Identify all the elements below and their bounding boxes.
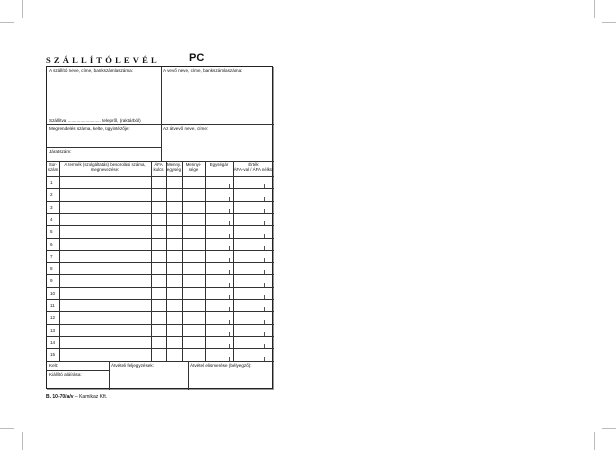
row-number: 13 bbox=[50, 327, 56, 333]
row-number: 12 bbox=[50, 315, 56, 321]
receiver-label: Az átvevő neve, címe: bbox=[163, 126, 209, 131]
row-number: 3 bbox=[50, 204, 53, 210]
column-header: Sor- szám bbox=[47, 162, 59, 172]
column-header: Menny. egység bbox=[166, 162, 182, 172]
row-number: 6 bbox=[50, 241, 53, 247]
row-number: 2 bbox=[50, 192, 53, 198]
column-header: A termék (szolgáltatás) besorolási száma… bbox=[64, 162, 146, 172]
issuer-label: Kiállító aláírása: bbox=[49, 372, 82, 377]
column-header: Érték ÁFA-val / ÁFA nélkül bbox=[233, 162, 274, 172]
acknowledge-label: Átvétel elismerése (bélyegző): bbox=[190, 363, 252, 368]
supplier-label: A szállító neve, címe, bankszámlaszáma: bbox=[49, 68, 133, 73]
order-label: Megrendelés száma, kelte, ügyintézője: bbox=[49, 126, 130, 131]
delivery-label: Szállítva .......................... tel… bbox=[49, 118, 141, 123]
column-header: Mennyi- sége bbox=[185, 162, 202, 172]
buyer-label: A vevő neve, címe, bankszámlaszáma: bbox=[163, 68, 243, 73]
row-number: 9 bbox=[50, 278, 53, 284]
document-title: SZÁLLÍTÓLEVÉL bbox=[46, 55, 160, 65]
row-number: 1 bbox=[50, 180, 53, 185]
row-number: 7 bbox=[50, 253, 53, 259]
column-header: ÁFA kulcs bbox=[153, 162, 164, 172]
date-label: Kelt: bbox=[49, 363, 59, 368]
row-number: 10 bbox=[50, 290, 56, 296]
notes-label: Átvételi feljegyzések: bbox=[111, 363, 154, 368]
route-label: Járatszám: bbox=[49, 149, 72, 154]
row-number: 8 bbox=[50, 266, 53, 272]
delivery-note-form: A szállító neve, címe, bankszámlaszáma: … bbox=[46, 66, 274, 390]
row-number: 11 bbox=[50, 303, 55, 308]
row-number: 15 bbox=[50, 352, 56, 358]
column-header: Egységár bbox=[209, 162, 229, 167]
document-code: PC bbox=[189, 52, 205, 64]
row-number: 4 bbox=[50, 216, 53, 222]
publisher: – Kamikaz Kft. bbox=[74, 394, 108, 400]
form-code: B. 10-70/a/v bbox=[46, 394, 74, 400]
row-number: 14 bbox=[50, 339, 56, 345]
row-number: 5 bbox=[50, 229, 53, 235]
